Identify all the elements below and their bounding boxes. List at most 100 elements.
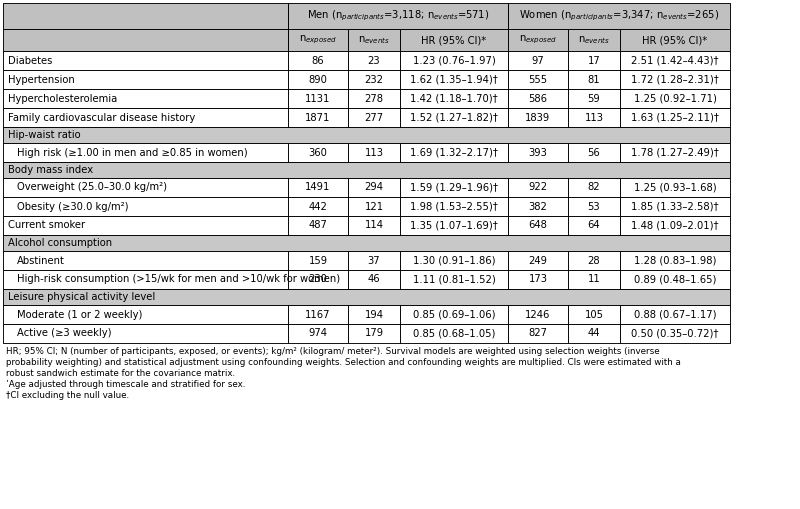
Bar	[508, 3, 730, 29]
Bar	[348, 251, 400, 270]
Bar	[620, 108, 730, 127]
Text: 1.63 (1.25–2.11)†: 1.63 (1.25–2.11)†	[631, 112, 719, 123]
Text: 1.78 (1.27–2.49)†: 1.78 (1.27–2.49)†	[631, 148, 719, 157]
Bar	[400, 305, 508, 324]
Text: HR (95% CI)*: HR (95% CI)*	[642, 35, 708, 45]
Bar	[3, 127, 730, 143]
Text: Hypertension: Hypertension	[8, 74, 74, 84]
Bar	[568, 143, 620, 162]
Bar	[288, 270, 348, 289]
Text: 0.89 (0.48–1.65): 0.89 (0.48–1.65)	[634, 274, 716, 285]
Bar	[400, 197, 508, 216]
Text: 1.48 (1.09–2.01)†: 1.48 (1.09–2.01)†	[631, 220, 719, 231]
Bar	[620, 70, 730, 89]
Text: 44: 44	[588, 328, 600, 338]
Bar	[568, 51, 620, 70]
Bar	[3, 289, 730, 305]
Text: HR (95% CI)*: HR (95% CI)*	[422, 35, 486, 45]
Bar	[348, 178, 400, 197]
Text: 1.28 (0.83–1.98): 1.28 (0.83–1.98)	[634, 256, 716, 266]
Text: 232: 232	[365, 74, 383, 84]
Bar	[620, 324, 730, 343]
Bar	[348, 197, 400, 216]
Bar	[288, 251, 348, 270]
Bar	[348, 70, 400, 89]
Text: 1839: 1839	[526, 112, 550, 123]
Text: HR; 95% CI; N (number of participants, exposed, or events); kg/m² (kilogram/ met: HR; 95% CI; N (number of participants, e…	[6, 347, 660, 356]
Bar	[348, 324, 400, 343]
Text: 53: 53	[588, 202, 600, 212]
Bar	[348, 29, 400, 51]
Text: Hip-waist ratio: Hip-waist ratio	[8, 130, 81, 140]
Bar	[508, 3, 730, 29]
Text: Diabetes: Diabetes	[8, 55, 52, 66]
Bar	[508, 143, 568, 162]
Bar	[3, 143, 288, 162]
Text: High risk (≥1.00 in men and ≥0.85 in women): High risk (≥1.00 in men and ≥0.85 in wom…	[17, 148, 248, 157]
Text: 23: 23	[368, 55, 380, 66]
Bar	[400, 270, 508, 289]
Bar	[3, 178, 288, 197]
Bar	[508, 89, 568, 108]
Text: 97: 97	[532, 55, 544, 66]
Bar	[508, 216, 568, 235]
Bar	[620, 324, 730, 343]
Bar	[508, 197, 568, 216]
Bar	[508, 305, 568, 324]
Text: 0.50 (0.35–0.72)†: 0.50 (0.35–0.72)†	[631, 328, 718, 338]
Bar	[568, 305, 620, 324]
Bar	[288, 197, 348, 216]
Text: Alcohol consumption: Alcohol consumption	[8, 238, 112, 248]
Bar	[620, 216, 730, 235]
Text: 1.23 (0.76–1.97): 1.23 (0.76–1.97)	[413, 55, 495, 66]
Bar	[400, 216, 508, 235]
Text: n$_{exposed}$: n$_{exposed}$	[519, 34, 557, 46]
Bar	[568, 197, 620, 216]
Bar	[400, 29, 508, 51]
Text: 1871: 1871	[306, 112, 330, 123]
Bar	[508, 178, 568, 197]
Bar	[348, 89, 400, 108]
Bar	[288, 29, 348, 51]
Text: 922: 922	[529, 183, 547, 192]
Bar	[348, 270, 400, 289]
Bar	[348, 51, 400, 70]
Text: 11: 11	[588, 274, 600, 285]
Bar	[620, 51, 730, 70]
Bar	[620, 29, 730, 51]
Text: 974: 974	[309, 328, 327, 338]
Bar	[568, 51, 620, 70]
Bar	[288, 51, 348, 70]
Text: 393: 393	[529, 148, 547, 157]
Bar	[568, 216, 620, 235]
Bar	[3, 143, 288, 162]
Text: 249: 249	[529, 256, 547, 266]
Text: 1.69 (1.32–2.17)†: 1.69 (1.32–2.17)†	[410, 148, 498, 157]
Bar	[348, 305, 400, 324]
Bar	[288, 108, 348, 127]
Text: 230: 230	[309, 274, 327, 285]
Text: 1246: 1246	[526, 309, 550, 320]
Bar	[620, 89, 730, 108]
Bar	[288, 270, 348, 289]
Text: 1.42 (1.18–1.70)†: 1.42 (1.18–1.70)†	[410, 94, 498, 103]
Bar	[620, 29, 730, 51]
Text: Abstinent: Abstinent	[17, 256, 65, 266]
Text: Women (n$_{participants}$=3,347; n$_{events}$=265): Women (n$_{participants}$=3,347; n$_{eve…	[519, 9, 719, 23]
Bar	[348, 324, 400, 343]
Bar	[3, 305, 288, 324]
Text: 1.30 (0.91–1.86): 1.30 (0.91–1.86)	[413, 256, 495, 266]
Bar	[620, 197, 730, 216]
Text: 86: 86	[312, 55, 324, 66]
Bar	[3, 3, 288, 29]
Bar	[348, 89, 400, 108]
Bar	[508, 178, 568, 197]
Bar	[508, 305, 568, 324]
Bar	[3, 70, 288, 89]
Bar	[348, 143, 400, 162]
Text: 1.59 (1.29–1.96)†: 1.59 (1.29–1.96)†	[410, 183, 498, 192]
Bar	[348, 108, 400, 127]
Bar	[508, 70, 568, 89]
Text: 586: 586	[529, 94, 547, 103]
Bar	[568, 108, 620, 127]
